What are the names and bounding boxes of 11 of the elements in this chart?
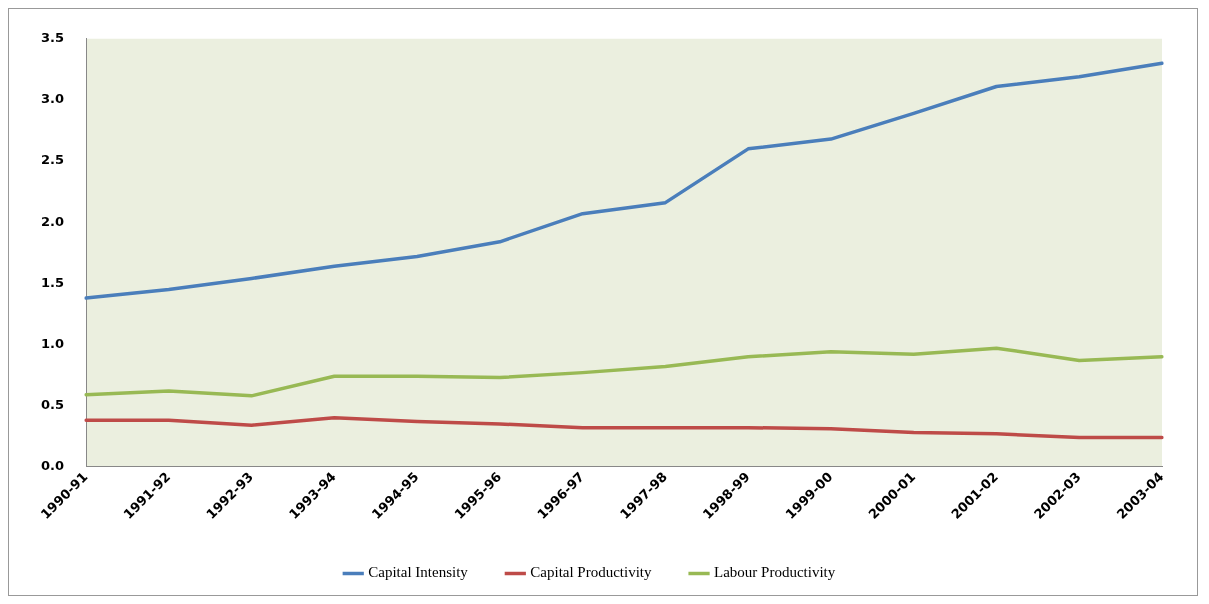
y-tick-label: 0.0 — [41, 458, 65, 474]
legend-label: Capital Productivity — [530, 564, 653, 581]
legend-label: Capital Intensity — [368, 564, 469, 581]
y-tick-label: 1.0 — [41, 335, 65, 351]
y-tick-label: 2.5 — [41, 152, 65, 168]
y-tick-label: 3.5 — [41, 30, 65, 46]
legend-label: Labour Productivity — [714, 564, 836, 581]
y-tick-label: 0.5 — [41, 397, 65, 413]
y-tick-label: 3.0 — [41, 91, 65, 107]
y-tick-label: 1.5 — [41, 274, 65, 290]
y-tick-label: 2.0 — [41, 213, 65, 229]
